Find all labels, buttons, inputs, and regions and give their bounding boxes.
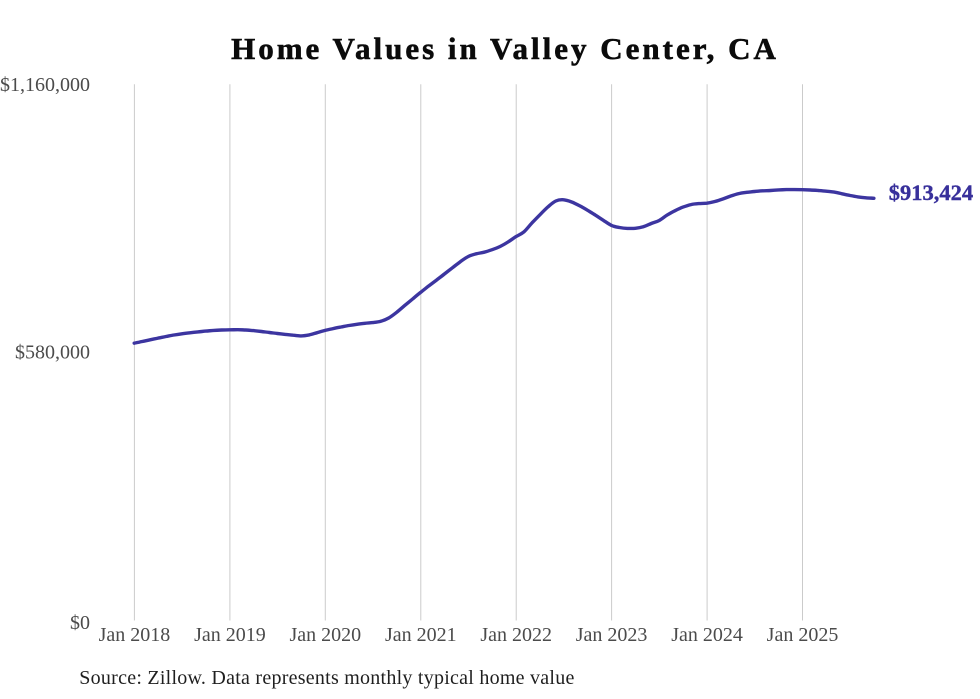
svg-text:$0: $0 — [70, 612, 90, 634]
svg-text:Jan 2020: Jan 2020 — [289, 624, 361, 646]
svg-text:Jan 2018: Jan 2018 — [99, 624, 171, 646]
svg-text:Jan 2021: Jan 2021 — [385, 624, 457, 646]
svg-text:$1,160,000: $1,160,000 — [0, 74, 90, 96]
svg-text:$580,000: $580,000 — [15, 341, 90, 363]
svg-text:Home Values in Valley Center,: Home Values in Valley Center, CA — [231, 31, 779, 66]
svg-text:Jan 2019: Jan 2019 — [194, 624, 266, 646]
svg-text:Jan 2024: Jan 2024 — [671, 624, 743, 646]
svg-text:Jan 2023: Jan 2023 — [576, 624, 648, 646]
svg-text:Jan 2022: Jan 2022 — [480, 624, 552, 646]
svg-text:Source: Zillow. Data represent: Source: Zillow. Data represents monthly … — [79, 667, 574, 689]
svg-text:$913,424: $913,424 — [889, 180, 973, 205]
svg-text:Jan 2025: Jan 2025 — [767, 624, 839, 646]
